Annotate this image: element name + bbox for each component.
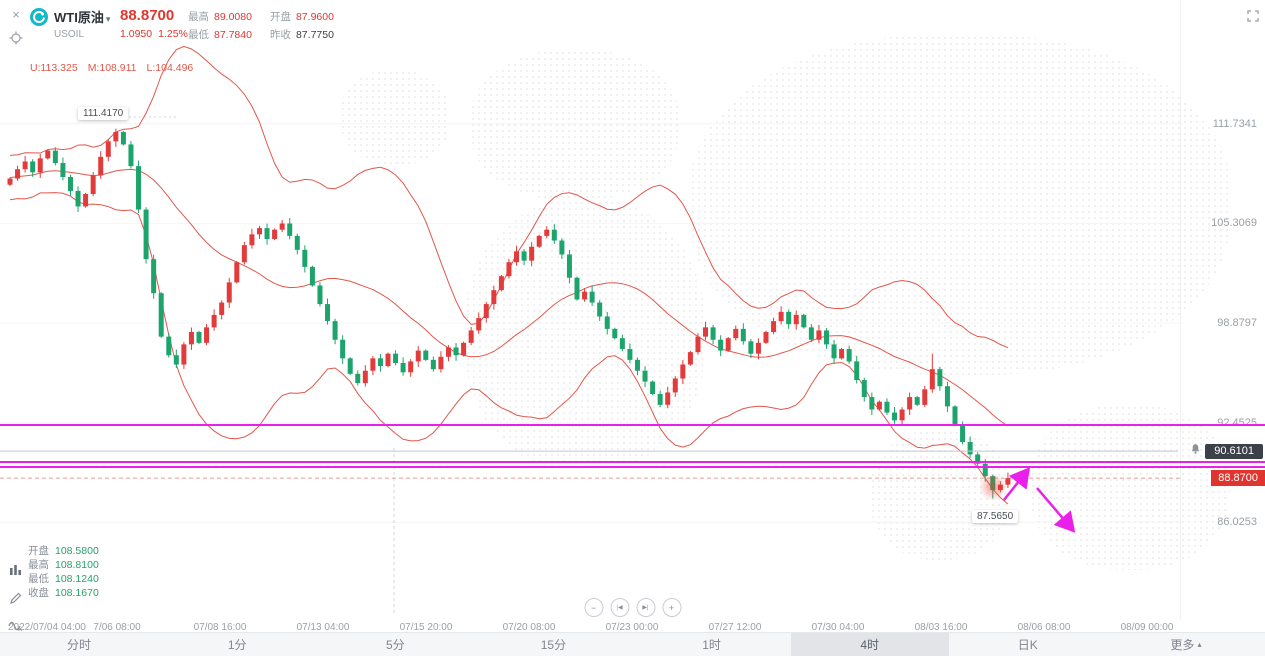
price-change-percent: 1.25% <box>158 28 188 40</box>
timeframe-1时[interactable]: 1时 <box>633 633 791 656</box>
symbol-block[interactable]: WTI原油▾ USOIL <box>54 7 110 40</box>
prev-close-label: 昨收 <box>270 29 291 41</box>
daily-stats: 最高 89.0080 最低 87.7840 开盘 87.9600 昨收 87.7750 <box>188 9 334 42</box>
timeframe-label: 1分 <box>228 636 247 653</box>
draw-pencil-icon[interactable] <box>6 589 24 607</box>
price-axis-label: 92.4525 <box>1217 417 1257 429</box>
timeframe-label: 1时 <box>702 636 721 653</box>
boll-upper: U:113.325 <box>30 62 78 74</box>
timeframe-1分[interactable]: 1分 <box>158 633 316 656</box>
chart-type-icon[interactable] <box>6 560 24 578</box>
timeframe-label: 分时 <box>67 636 91 653</box>
timeframe-5分[interactable]: 5分 <box>316 633 474 656</box>
prev-close-value: 87.7750 <box>296 29 334 41</box>
bollinger-legend: U:113.325 M:108.911 L:104.496 <box>30 62 203 74</box>
ohlc-row: 收盘108.1670 <box>28 586 99 600</box>
timeframe-bar: 分时 1分 5分 15分 1时 4时 日K 更多▴ <box>0 632 1265 656</box>
alert-price-tag: 90.6101 <box>1205 444 1263 459</box>
zoom-out-button[interactable]: − <box>584 598 603 617</box>
low-label: 最低 <box>188 29 209 41</box>
chart-nav-buttons: −|◀ ▶| + <box>584 598 681 617</box>
timeframe-label: 更多 <box>1170 636 1194 653</box>
timeframe-label: 日K <box>1018 636 1038 653</box>
timeframe-分时[interactable]: 分时 <box>0 633 158 656</box>
timeframe-更多[interactable]: 更多▴ <box>1107 633 1265 656</box>
timeframe-日K[interactable]: 日K <box>949 633 1107 656</box>
low-value: 87.7840 <box>214 29 252 41</box>
open-label: 开盘 <box>270 11 291 23</box>
peak-price-label: 111.4170 <box>78 107 128 120</box>
open-value: 87.9600 <box>296 11 334 23</box>
price-axis-label: 86.0253 <box>1217 516 1257 528</box>
ohlc-row: 开盘108.5800 <box>28 544 99 558</box>
high-label: 最高 <box>188 11 209 23</box>
timeframe-label: 15分 <box>541 636 566 653</box>
ohlc-info-box: 开盘108.5800 最高108.8100 最低108.1240 收盘108.1… <box>28 544 99 600</box>
price-axis[interactable]: 111.7341 105.3069 98.8797 92.4525 86.0253 <box>1180 0 1265 620</box>
high-value: 89.0080 <box>214 11 252 23</box>
go-start-button[interactable]: |◀ <box>610 598 629 617</box>
symbol-code: USOIL <box>54 29 110 40</box>
symbol-name: WTI原油 <box>54 10 104 25</box>
ohlc-row: 最低108.1240 <box>28 572 99 586</box>
chevron-down-icon[interactable]: ▾ <box>106 14 111 24</box>
current-price-tag: 88.8700 <box>1211 470 1265 486</box>
timeframe-label: 5分 <box>386 636 405 653</box>
price-axis-label: 98.8797 <box>1217 317 1257 329</box>
crosshair-icon[interactable] <box>8 30 24 46</box>
app-logo-icon <box>30 8 48 26</box>
caret-up-icon: ▴ <box>1197 640 1201 649</box>
close-icon[interactable]: × <box>8 6 24 22</box>
last-price: 88.8700 <box>120 7 194 24</box>
low-price-label: 87.5650 <box>972 510 1018 523</box>
timeframe-15分[interactable]: 15分 <box>474 633 632 656</box>
ohlc-row: 最高108.8100 <box>28 558 99 572</box>
price-alert[interactable]: 90.6101 <box>1190 442 1263 460</box>
boll-lower: L:104.496 <box>147 62 194 74</box>
price-block: 88.8700 1.0950 1.25% <box>120 7 194 40</box>
price-change: 1.0950 <box>120 28 152 40</box>
timeframe-label: 4时 <box>860 636 879 653</box>
expand-icon[interactable] <box>1245 8 1261 24</box>
boll-middle: M:108.911 <box>88 62 137 74</box>
world-map-background <box>0 0 1265 656</box>
bell-icon <box>1190 442 1201 460</box>
go-end-button[interactable]: ▶| <box>636 598 655 617</box>
timeframe-4时[interactable]: 4时 <box>791 633 949 656</box>
zoom-in-button[interactable]: + <box>662 598 681 617</box>
price-axis-label: 111.7341 <box>1213 118 1257 130</box>
price-axis-label: 105.3069 <box>1211 217 1257 229</box>
